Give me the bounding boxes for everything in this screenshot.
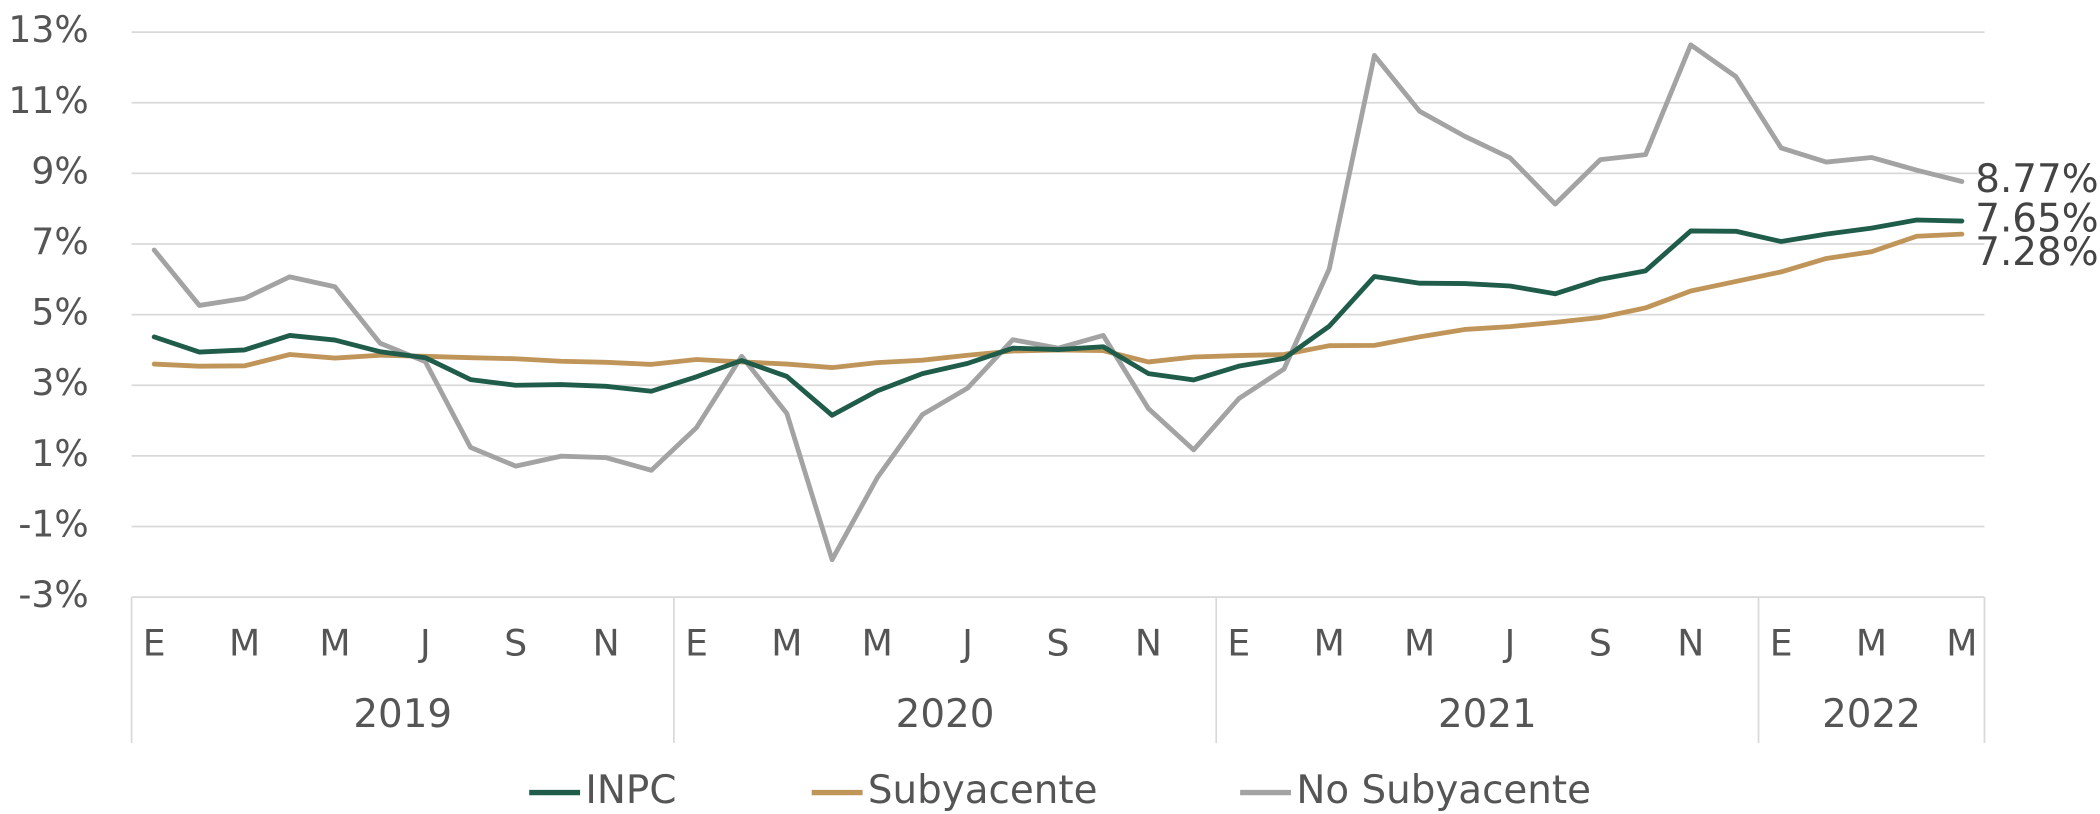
y-tick-label: -1% (18, 502, 88, 545)
x-tick-label: M (862, 621, 893, 664)
x-tick-label: N (1677, 621, 1704, 664)
x-tick-label: E (1770, 621, 1793, 664)
y-tick-label: 11% (8, 79, 88, 122)
series-line (151, 217, 1965, 418)
year-label: 2019 (353, 692, 452, 737)
legend-label: No Subyacente (1296, 768, 1591, 813)
end-label: 7.65% (1975, 197, 2098, 242)
x-tick-label: J (1503, 621, 1516, 664)
x-tick-label: E (1227, 621, 1250, 664)
x-tick-label: M (229, 621, 260, 664)
x-tick-label: E (143, 621, 166, 664)
y-tick-label: -3% (18, 573, 88, 616)
year-label: 2022 (1822, 692, 1921, 737)
x-tick-label: M (319, 621, 350, 664)
x-tick-label: S (504, 621, 527, 664)
x-tick-label: M (1946, 621, 1977, 664)
x-tick-label: S (1589, 621, 1612, 664)
x-tick-label: M (1314, 621, 1345, 664)
legend-label: Subyacente (868, 768, 1098, 813)
x-tick-label: M (1856, 621, 1887, 664)
x-tick-label: M (1404, 621, 1435, 664)
x-tick-label: M (771, 621, 802, 664)
year-label: 2021 (1438, 692, 1537, 737)
y-tick-label: 1% (31, 432, 88, 475)
x-tick-label: J (418, 621, 431, 664)
x-tick-label: S (1047, 621, 1070, 664)
y-tick-label: 5% (31, 291, 88, 334)
x-tick-label: N (593, 621, 620, 664)
y-tick-label: 13% (8, 8, 88, 51)
year-label: 2020 (896, 692, 995, 737)
x-tick-label: J (960, 621, 973, 664)
end-label: 7.28% (1975, 230, 2098, 275)
y-tick-label: 7% (31, 220, 88, 263)
x-tick-label: E (685, 621, 708, 664)
x-tick-label: N (1135, 621, 1162, 664)
legend-label: INPC (585, 768, 676, 813)
y-tick-label: 3% (31, 361, 88, 404)
y-tick-label: 9% (31, 149, 88, 192)
end-label: 8.77% (1975, 157, 2098, 202)
series-line (151, 42, 1965, 563)
